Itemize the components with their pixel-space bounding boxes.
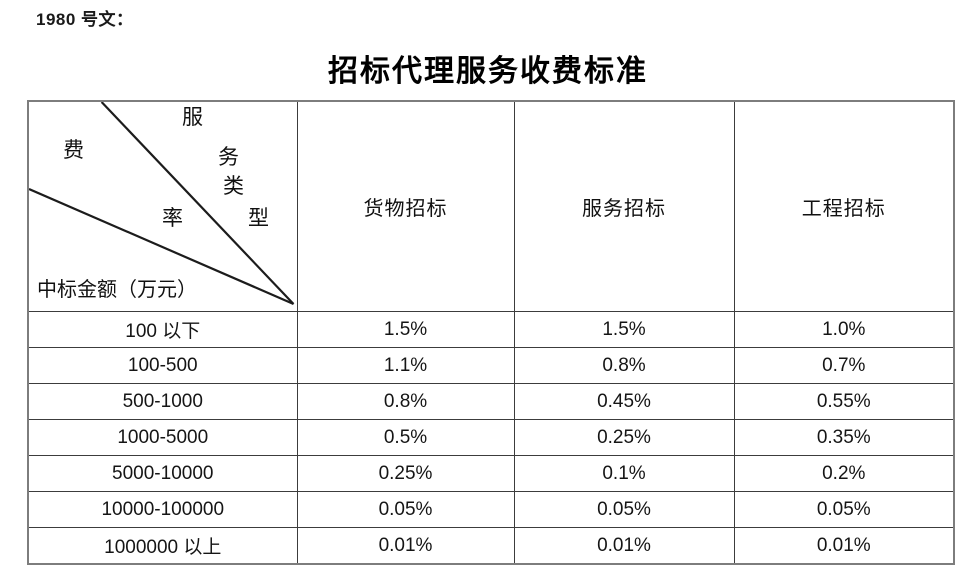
header-row: 服 费 务 类 率 型 中标金额（万元） 货物招标 服务招标 工程招标	[27, 100, 955, 312]
rate-value: 1.1%	[296, 347, 515, 384]
rate-value: 0.25%	[296, 455, 515, 492]
table-row: 100 以下 1.5% 1.5% 1.0%	[27, 311, 955, 348]
amount-range: 1000-5000	[27, 419, 298, 456]
rate-value: 0.25%	[513, 419, 735, 456]
amount-axis-label: 中标金额（万元）	[37, 277, 197, 301]
amount-range: 500-1000	[27, 383, 298, 420]
rate-value: 0.2%	[733, 455, 955, 492]
rate-value: 0.8%	[513, 347, 735, 384]
rate-value: 0.8%	[296, 383, 515, 420]
column-header-service: 服务招标	[513, 100, 735, 312]
table-row: 100-500 1.1% 0.8% 0.7%	[27, 347, 955, 384]
rate-value: 0.1%	[513, 455, 735, 492]
rate-value: 0.05%	[513, 491, 735, 528]
amount-range: 1000000 以上	[27, 527, 298, 565]
rate-value: 0.05%	[733, 491, 955, 528]
rate-value: 0.5%	[296, 419, 515, 456]
diagonal-divider-lines	[29, 102, 295, 306]
table-row: 1000000 以上 0.01% 0.01% 0.01%	[27, 527, 955, 565]
amount-range: 100-500	[27, 347, 298, 384]
column-header-goods: 货物招标	[296, 100, 515, 312]
fee-char: 费	[63, 138, 84, 162]
rate-value: 1.0%	[733, 311, 955, 348]
service-type-char-2: 务	[218, 145, 239, 169]
corner-header-cell: 服 费 务 类 率 型 中标金额（万元）	[27, 100, 298, 312]
table-row: 10000-100000 0.05% 0.05% 0.05%	[27, 491, 955, 528]
rate-value: 0.35%	[733, 419, 955, 456]
rate-value: 1.5%	[296, 311, 515, 348]
table-row: 1000-5000 0.5% 0.25% 0.35%	[27, 419, 955, 456]
rate-value: 0.01%	[296, 527, 515, 565]
amount-range: 5000-10000	[27, 455, 298, 492]
table-row: 5000-10000 0.25% 0.1% 0.2%	[27, 455, 955, 492]
rate-value: 0.01%	[733, 527, 955, 565]
amount-range: 100 以下	[27, 311, 298, 348]
rate-value: 0.05%	[296, 491, 515, 528]
rate-value: 0.01%	[513, 527, 735, 565]
service-type-char-4: 型	[248, 206, 269, 230]
rate-value: 0.45%	[513, 383, 735, 420]
doc-number: 1980 号文：	[36, 10, 134, 29]
service-type-char-3: 类	[223, 174, 244, 198]
column-header-engineering: 工程招标	[733, 100, 955, 312]
rate-value: 1.5%	[513, 311, 735, 348]
rate-value: 0.55%	[733, 383, 955, 420]
table-row: 500-1000 0.8% 0.45% 0.55%	[27, 383, 955, 420]
rate-char: 率	[162, 206, 183, 230]
amount-range: 10000-100000	[27, 491, 298, 528]
fee-standard-table: 服 费 务 类 率 型 中标金额（万元） 货物招标 服务招标 工程招标 100 …	[27, 100, 955, 565]
rate-value: 0.7%	[733, 347, 955, 384]
page-title: 招标代理服务收费标准	[328, 54, 648, 89]
service-type-char-1: 服	[182, 105, 203, 129]
